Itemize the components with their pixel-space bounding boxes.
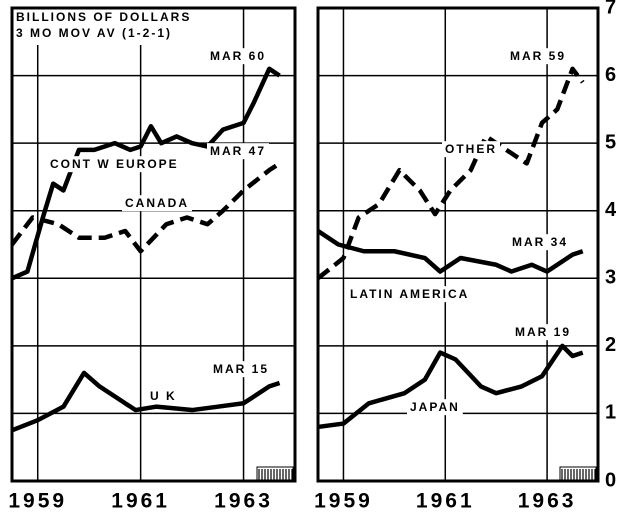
annotation: MAR 15: [213, 362, 269, 376]
label-bg: [442, 141, 500, 158]
annotation: MAR 19: [515, 325, 571, 339]
annotation: MAR 60: [210, 49, 266, 63]
x-tick-label: 1959: [8, 490, 67, 513]
x-tick-label: 1961: [416, 490, 475, 513]
y-tick-label: 2: [605, 334, 618, 356]
series-line: [316, 229, 584, 274]
label-bg: [509, 234, 572, 251]
y-tick-label: 3: [605, 267, 618, 289]
label-bg: [512, 324, 575, 341]
annotation: MAR 47: [210, 144, 266, 158]
series-label: CONT W EUROPE: [50, 157, 179, 171]
x-tick-label: 1963: [518, 490, 577, 513]
label-bg: [47, 156, 182, 173]
label-bg: [122, 195, 192, 212]
series-label: LATIN AMERICA: [350, 287, 469, 301]
y-tick-label: 4: [605, 199, 618, 221]
annotation: MAR 59: [510, 49, 566, 63]
label-bg: [207, 143, 270, 160]
series-line: [316, 66, 585, 281]
series-line: [317, 343, 584, 430]
series-label: JAPAN: [410, 400, 460, 414]
label-bg: [207, 48, 270, 65]
series-line: [10, 161, 281, 254]
subtitle-bg: [13, 9, 203, 45]
series-line: [11, 66, 281, 281]
y-tick-label: 6: [605, 64, 618, 86]
y-tick-label: 5: [605, 131, 618, 153]
label-bg: [507, 48, 570, 65]
series-label: CANADA: [125, 196, 189, 210]
x-tick-label: 1963: [214, 490, 273, 513]
y-tick-label: 7: [605, 0, 618, 18]
panel-frame: [10, 6, 297, 483]
y-tick-label: 0: [605, 469, 618, 491]
subtitle: 3 MO MOV AV (1-2-1): [16, 26, 172, 40]
series-label: U K: [150, 389, 177, 403]
series-line: [11, 370, 281, 433]
label-bg: [147, 388, 180, 405]
label-bg: [347, 286, 473, 303]
y-tick-label: 1: [605, 402, 618, 424]
panel-frame: [316, 6, 600, 483]
label-bg: [210, 361, 273, 378]
series-label: OTHER: [445, 142, 497, 156]
label-bg: [407, 399, 463, 416]
x-tick-label: 1959: [314, 490, 373, 513]
annotation: MAR 34: [512, 235, 568, 249]
subtitle: BILLIONS OF DOLLARS: [16, 10, 191, 24]
x-tick-label: 1961: [111, 490, 170, 513]
